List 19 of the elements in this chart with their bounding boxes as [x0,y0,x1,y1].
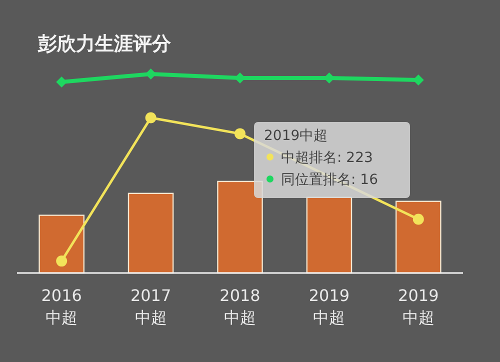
point [145,68,156,80]
chart-title: 彭欣力生涯评分 [37,33,172,55]
x-tick-label: 2019 中超 [398,286,439,327]
point [145,112,156,124]
x-tick-label: 2016 中超 [41,286,82,327]
point [56,256,68,267]
annotation: 中超排名: 223 [281,150,373,166]
annotation: 2019中超 [264,128,328,144]
bar [306,196,352,274]
bar [38,214,84,274]
x-tick-label: 2017 中超 [130,286,172,327]
bar [396,200,442,274]
point [234,128,246,140]
x-tick-label: 2018 中超 [220,286,260,327]
bar [217,180,263,274]
bar [128,192,174,274]
annotation: 同位置排名: 16 [281,172,378,188]
x-tick-label: 2019 中超 [308,286,350,327]
point [412,214,424,225]
